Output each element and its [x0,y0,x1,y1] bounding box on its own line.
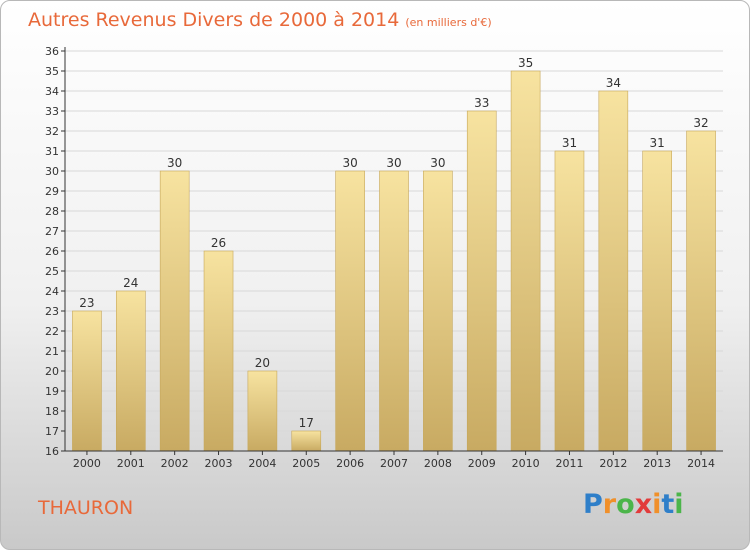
y-tick-label: 32 [45,125,59,138]
logo-letter: t [661,489,675,520]
bar-2004 [247,370,278,452]
axes [61,47,723,455]
x-tick-label: 2001 [117,457,145,470]
x-tick-label: 2006 [336,457,364,470]
logo-letter: x [634,489,653,520]
bar-value-label: 23 [79,296,94,310]
bar-2012 [598,90,629,452]
y-tick-label: 33 [45,105,59,118]
x-tick-label: 2003 [205,457,233,470]
x-tick-label: 2007 [380,457,408,470]
bar-2005 [291,430,322,452]
y-tick-label: 35 [45,65,59,78]
chart-title: Autres Revenus Divers de 2000 à 2014 [28,9,400,31]
bar-2010 [510,70,541,452]
y-tick-label: 25 [45,265,59,278]
x-tick-label: 2000 [73,457,101,470]
bar-value-label: 31 [562,136,577,150]
logo-letter: r [602,489,617,520]
y-tick-label: 19 [45,385,59,398]
bar-value-label: 33 [474,96,489,110]
bar-value-label: 26 [211,236,226,250]
bar-2001 [116,290,146,452]
bar-2009 [466,110,497,452]
logo-letter: P [583,489,603,520]
x-tick-label: 2008 [424,457,452,470]
bar-value-label: 30 [386,156,401,170]
bar-value-label: 32 [693,116,708,130]
y-tick-label: 34 [45,85,59,98]
y-tick-label: 20 [45,365,59,378]
y-tick-label: 24 [45,285,59,298]
bar-2011 [554,150,585,452]
bar-value-label: 35 [518,56,533,70]
bar-value-label: 24 [123,276,138,290]
y-tick-label: 22 [45,325,59,338]
x-tick-label: 2009 [468,457,496,470]
x-tick-label: 2014 [687,457,715,470]
bar-2006 [335,170,365,452]
logo-letter: i [652,489,662,520]
chart-title-block: Autres Revenus Divers de 2000 à 2014 (en … [28,9,492,31]
bar-2007 [379,170,409,452]
chart-subtitle: (en milliers d'€) [405,16,492,29]
proxiti-logo: Proxiti [583,489,684,520]
location-label: THAURON [38,497,134,519]
x-tick-label: 2002 [161,457,189,470]
x-tick-label: 2005 [292,457,320,470]
x-tick-label: 2013 [643,457,671,470]
y-tick-label: 17 [45,425,59,438]
bar-value-label: 31 [650,136,665,150]
bar-2000 [72,310,102,452]
y-tick-label: 18 [45,405,59,418]
bar-value-label: 17 [299,416,314,430]
x-tick-label: 2012 [599,457,627,470]
y-tick-label: 16 [45,445,59,458]
y-tick-label: 31 [45,145,59,158]
bar-2008 [423,170,453,452]
y-tick-label: 28 [45,205,59,218]
bar-value-label: 34 [606,76,621,90]
y-tick-label: 23 [45,305,59,318]
bar-2003 [203,250,234,452]
x-tick-label: 2011 [555,457,583,470]
y-tick-label: 36 [45,45,59,58]
bars [72,70,716,452]
bar-2014 [686,130,716,452]
bar-value-label: 30 [342,156,357,170]
y-tick-label: 21 [45,345,59,358]
logo-letter: i [674,489,684,520]
x-tick-label: 2010 [512,457,540,470]
x-tick-label: 2004 [248,457,276,470]
bar-value-label: 20 [255,356,270,370]
bar-value-label: 30 [430,156,445,170]
bar-2002 [159,170,190,452]
bar-2013 [642,150,673,452]
y-tick-label: 30 [45,165,59,178]
labels: 16 17 18 19 20 21 22 23 24 25 26 27 28 29 30 31 32 33 34 35… [45,45,715,470]
y-tick-label: 29 [45,185,59,198]
bar-value-label: 30 [167,156,182,170]
y-tick-label: 27 [45,225,59,238]
y-tick-label: 26 [45,245,59,258]
logo-letter: o [616,489,635,520]
